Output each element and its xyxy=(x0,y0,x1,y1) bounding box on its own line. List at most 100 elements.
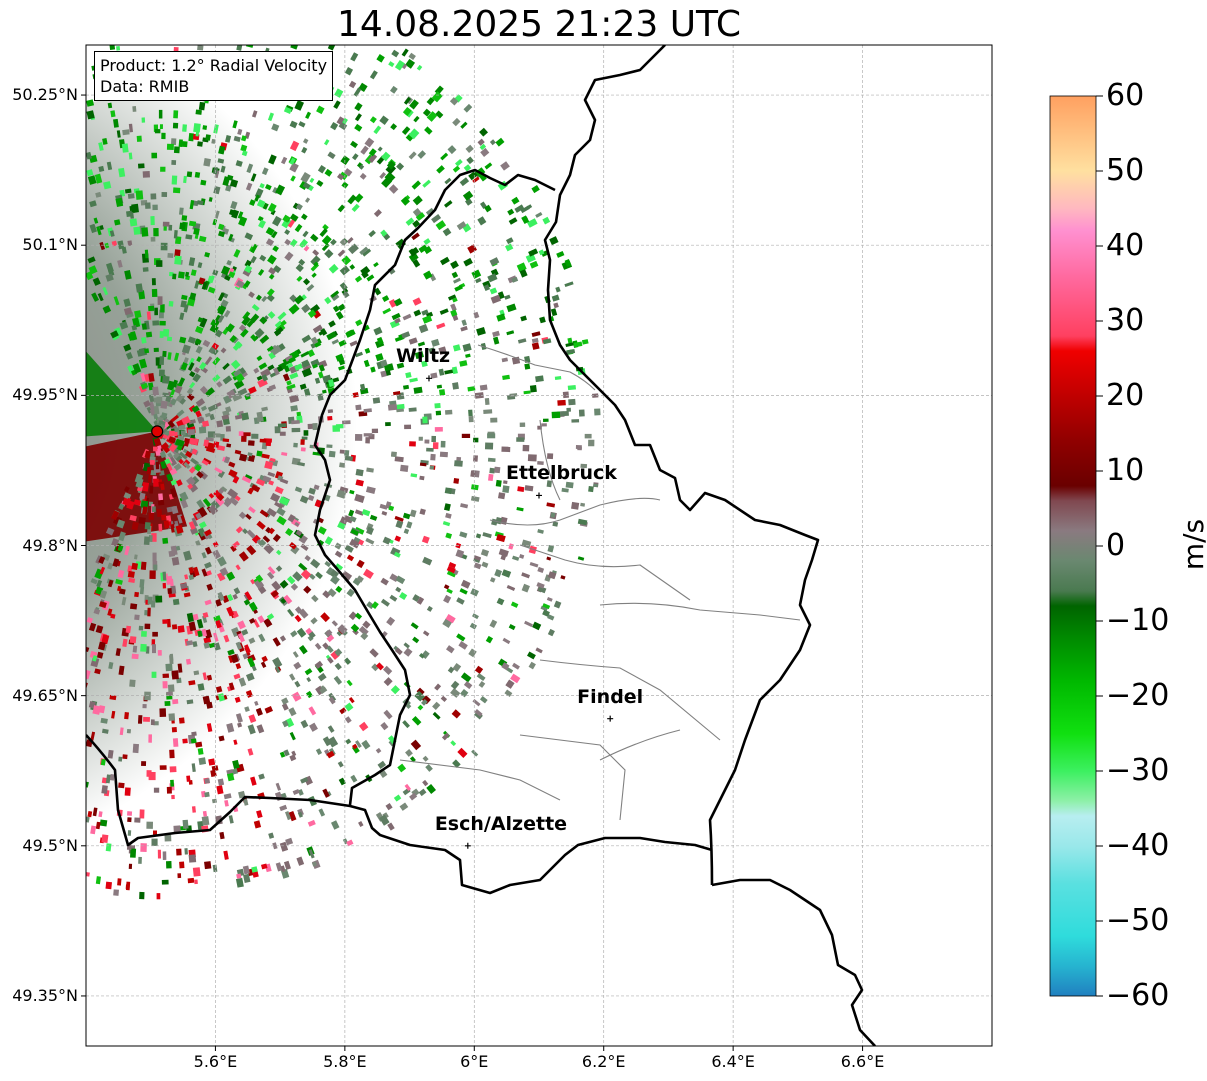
echo-cell xyxy=(98,641,106,651)
echo-cell xyxy=(190,738,197,744)
canton-border xyxy=(399,759,561,801)
echo-cell xyxy=(307,309,317,318)
echo-cell xyxy=(318,371,324,379)
colorbar-tick-label: 0 xyxy=(1106,528,1126,563)
echo-cell xyxy=(225,323,235,333)
echo-cell xyxy=(244,644,251,654)
echo-cell xyxy=(300,777,309,784)
echo-cell xyxy=(327,725,335,733)
echo-cell xyxy=(256,199,266,208)
echo-cell xyxy=(359,172,367,180)
echo-cell xyxy=(373,209,382,218)
echo-cell xyxy=(137,163,145,169)
echo-cell xyxy=(153,787,160,793)
echo-cell xyxy=(352,577,362,586)
echo-cell xyxy=(446,645,455,654)
echo-cell xyxy=(436,322,446,330)
echo-cell xyxy=(171,175,178,185)
echo-cell xyxy=(521,572,531,579)
echo-cell xyxy=(178,451,188,460)
x-tick-label: 6°E xyxy=(460,1052,489,1071)
echo-cell xyxy=(511,196,520,205)
echo-cell xyxy=(546,556,552,561)
echo-cell xyxy=(234,414,243,420)
echo-cell xyxy=(487,273,498,283)
echo-cell xyxy=(286,575,296,585)
echo-cell xyxy=(434,683,442,691)
echo-cell xyxy=(216,420,224,428)
echo-cell xyxy=(250,579,256,585)
echo-cell xyxy=(256,810,263,819)
echo-cell xyxy=(177,271,185,279)
echo-cell xyxy=(294,521,300,527)
echo-cell xyxy=(233,379,245,390)
echo-cell xyxy=(195,109,202,115)
echo-cell xyxy=(500,161,510,171)
echo-cell xyxy=(239,453,248,462)
echo-cell xyxy=(373,326,383,336)
echo-cell xyxy=(201,628,208,637)
echo-cell xyxy=(300,172,311,184)
echo-cell xyxy=(127,830,132,836)
echo-cell xyxy=(226,772,235,782)
echo-cell xyxy=(96,226,102,236)
city-label: Ettelbruck xyxy=(506,462,617,485)
echo-cell xyxy=(416,687,425,696)
echo-cell xyxy=(194,171,201,178)
echo-cell xyxy=(102,137,108,145)
echo-cell xyxy=(238,431,244,436)
echo-cell xyxy=(307,819,316,827)
echo-cell xyxy=(234,696,241,703)
echo-cell xyxy=(547,628,555,637)
echo-cell xyxy=(254,327,265,338)
echo-cell xyxy=(159,320,166,326)
echo-cell xyxy=(405,749,413,757)
echo-cell xyxy=(336,116,345,125)
echo-cell xyxy=(354,193,364,203)
echo-cell xyxy=(342,420,351,425)
echo-cell xyxy=(312,423,318,431)
echo-cell xyxy=(408,337,418,345)
echo-cell xyxy=(393,298,403,307)
echo-cell xyxy=(339,238,347,246)
echo-cell xyxy=(426,97,435,106)
echo-cell xyxy=(111,710,116,719)
echo-cell xyxy=(564,281,574,288)
echo-cell xyxy=(451,366,458,375)
echo-cell xyxy=(292,651,299,658)
echo-cell xyxy=(212,864,218,873)
echo-cell xyxy=(330,575,340,585)
echo-cell xyxy=(465,353,471,358)
echo-cell xyxy=(408,252,419,262)
echo-cell xyxy=(219,831,225,840)
echo-cell xyxy=(182,738,188,744)
echo-cell xyxy=(502,374,510,381)
echo-cell xyxy=(242,528,248,535)
echo-cell xyxy=(274,426,281,434)
echo-cell xyxy=(256,520,266,530)
echo-cell xyxy=(283,749,290,757)
echo-cell xyxy=(131,325,138,331)
echo-cell xyxy=(275,184,286,196)
echo-cell xyxy=(465,144,474,153)
echo-cell xyxy=(480,548,490,557)
echo-cell xyxy=(474,392,484,399)
echo-cell xyxy=(484,204,492,213)
echo-cell xyxy=(221,265,231,276)
echo-cell xyxy=(411,716,422,726)
echo-cell xyxy=(291,420,300,425)
echo-cell xyxy=(87,256,96,264)
echo-cell xyxy=(256,355,263,362)
echo-cell xyxy=(130,848,137,858)
echo-cell xyxy=(131,562,139,571)
echo-cell xyxy=(132,106,137,112)
echo-cell xyxy=(148,772,156,781)
y-tick-label: 49.5°N xyxy=(22,835,78,855)
echo-cell xyxy=(222,418,230,426)
echo-cell xyxy=(426,605,433,612)
echo-cell xyxy=(223,850,229,860)
echo-cell xyxy=(421,695,431,705)
echo-cell xyxy=(171,160,177,165)
echo-cell xyxy=(300,213,308,221)
echo-cell xyxy=(113,889,120,896)
